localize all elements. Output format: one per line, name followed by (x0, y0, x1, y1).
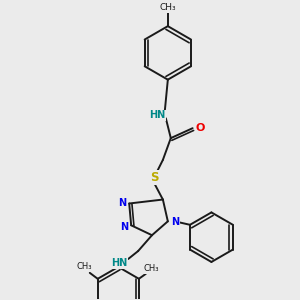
Text: HN: HN (111, 258, 128, 268)
Text: S: S (150, 171, 158, 184)
Text: CH₃: CH₃ (76, 262, 92, 272)
Text: N: N (171, 217, 179, 227)
Text: O: O (196, 123, 205, 133)
Text: CH₃: CH₃ (143, 264, 158, 273)
Text: CH₃: CH₃ (160, 3, 176, 12)
Text: N: N (120, 222, 128, 232)
Text: HN: HN (149, 110, 165, 120)
Text: N: N (118, 197, 126, 208)
